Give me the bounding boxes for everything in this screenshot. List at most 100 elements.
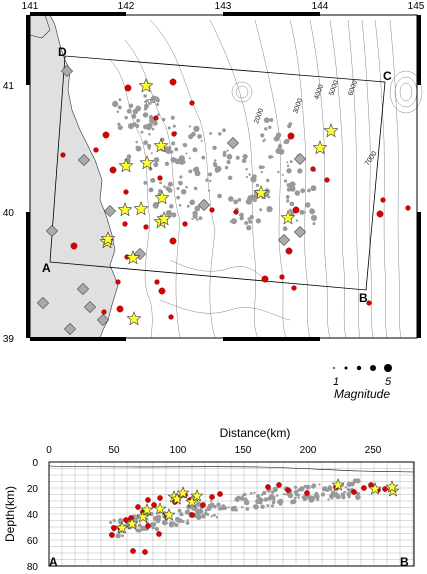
grey-quake <box>264 127 268 131</box>
grey-quake <box>293 496 297 500</box>
station-marker <box>293 225 307 239</box>
grey-quake <box>174 147 179 152</box>
grey-quake <box>244 221 249 225</box>
legend-size-3 <box>356 365 362 371</box>
grey-quake <box>209 499 213 503</box>
grey-quake <box>185 152 188 155</box>
grey-quake <box>136 105 140 109</box>
grey-quake <box>153 515 157 520</box>
grey-quake <box>255 494 261 499</box>
grey-quake <box>135 145 142 152</box>
grey-quake <box>268 154 273 159</box>
grey-quake <box>175 516 180 521</box>
grey-quake <box>117 125 123 131</box>
grey-quake <box>311 483 317 489</box>
grey-quake <box>151 127 155 131</box>
red-quake <box>279 274 285 280</box>
station-marker <box>293 152 307 166</box>
grey-quake <box>260 493 264 497</box>
grey-quake <box>178 203 182 207</box>
grey-quake <box>341 493 346 498</box>
grey-quake <box>283 179 288 183</box>
grey-quake <box>299 209 305 215</box>
grey-quake <box>237 198 242 202</box>
bathymetry-contours <box>109 19 423 339</box>
grey-quake <box>167 126 171 130</box>
grey-quake <box>184 509 191 515</box>
legend-title: Magnitude <box>334 387 390 401</box>
grey-quake <box>127 158 131 162</box>
grey-quake <box>207 504 212 508</box>
grey-quake <box>157 188 163 194</box>
star-marker <box>100 231 116 246</box>
section-red-quakes <box>109 482 388 555</box>
lon-tick-label: 145 <box>408 1 425 12</box>
grey-quake <box>213 159 217 162</box>
grey-quake-layer <box>112 94 318 232</box>
grey-quake <box>146 143 152 149</box>
grey-quake <box>156 103 160 107</box>
grey-quake <box>248 220 253 224</box>
grey-quake <box>143 124 149 130</box>
grey-quake <box>275 148 282 154</box>
grey-quake <box>137 523 142 528</box>
grey-quake <box>355 494 361 500</box>
star-marker <box>153 138 169 153</box>
grey-quake <box>176 195 180 200</box>
grey-quake <box>213 513 216 517</box>
grey-quake <box>179 512 184 517</box>
x-tick-label: 150 <box>235 445 252 456</box>
grey-quake <box>245 168 248 171</box>
red-quake <box>109 532 115 538</box>
red-quake <box>123 517 129 523</box>
grey-quake <box>205 178 209 182</box>
grey-quake <box>284 138 290 145</box>
grey-quake <box>260 133 265 138</box>
grey-quake <box>268 494 274 500</box>
star-layer <box>99 78 339 326</box>
grey-quake <box>137 528 142 533</box>
red-quake <box>168 314 174 320</box>
grey-quake <box>356 491 361 496</box>
star-marker <box>280 210 296 225</box>
star-marker <box>176 486 190 499</box>
red-quake <box>169 78 177 86</box>
red-quake <box>151 502 157 508</box>
lon-tick-label: 144 <box>312 1 329 12</box>
section-x-ticks: 0 50 100 150 200 250 <box>46 445 382 456</box>
grey-quake <box>252 198 257 203</box>
grey-quake <box>260 504 265 509</box>
grey-quake <box>258 165 263 170</box>
contour-label: 4000 <box>313 84 325 101</box>
grey-quake <box>195 501 202 507</box>
grey-quake <box>346 481 352 487</box>
grey-quake <box>242 154 248 160</box>
red-quake <box>111 525 117 531</box>
lat-tick-label: 39 <box>3 334 15 345</box>
grey-quake <box>148 133 151 136</box>
red-quake <box>324 177 330 183</box>
grey-quake <box>145 517 149 521</box>
grey-quake <box>235 155 240 160</box>
star-marker <box>323 123 339 138</box>
grey-quake <box>143 180 148 185</box>
legend-size-5 <box>384 364 392 372</box>
grey-quake <box>136 118 141 123</box>
grey-quake <box>193 125 200 132</box>
corner-label-a: A <box>42 261 51 275</box>
station-marker <box>45 224 59 238</box>
grey-quake <box>147 147 151 150</box>
y-tick-label: 40 <box>27 510 39 521</box>
grey-quake <box>193 186 198 191</box>
star-marker <box>115 521 129 534</box>
y-tick-label: 0 <box>32 458 38 469</box>
grey-quake <box>155 98 160 103</box>
section-xlabel: Distance(km) <box>220 426 291 440</box>
grey-quake <box>286 161 289 164</box>
red-quake <box>285 247 293 255</box>
station-marker <box>36 296 50 310</box>
grey-quake <box>229 196 233 201</box>
grey-quake <box>207 189 211 192</box>
grey-quake <box>230 218 237 225</box>
grey-quake <box>109 520 113 525</box>
